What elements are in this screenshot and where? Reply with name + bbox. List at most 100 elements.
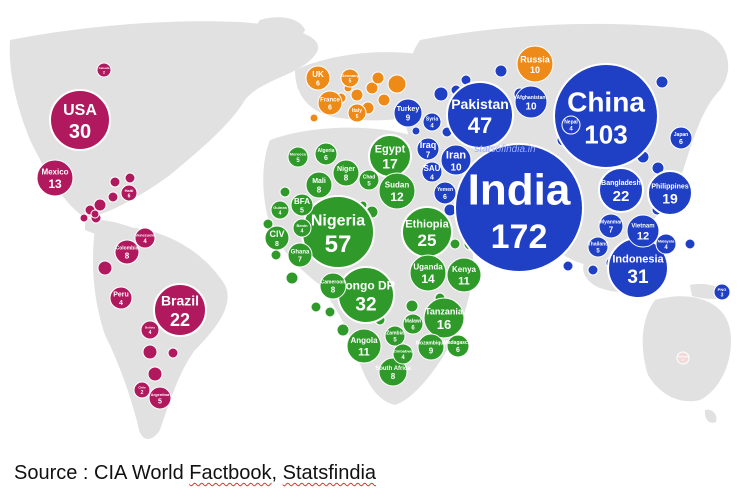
bubble-circle-mexico	[36, 159, 74, 197]
bubble-value-myanmar: 7	[609, 225, 614, 234]
bubble-name-turkey: Turkey	[397, 106, 420, 113]
bubble-value-vietnam: 12	[637, 230, 649, 242]
filler-dot	[350, 88, 364, 102]
bubble-circle-iraq	[416, 137, 440, 161]
bubble-kenya: Kenya 11	[446, 257, 482, 293]
bubble-circle-sau	[421, 161, 443, 183]
filler-dot	[684, 238, 696, 250]
bubble-value-png: 3	[721, 293, 724, 299]
bubble-value-pakistan: 47	[468, 113, 492, 138]
bubble-name-congo-dr: Congo DR	[337, 279, 396, 293]
bubble-value-afghanistan: 10	[525, 101, 537, 112]
bubble-name-russia: Russia	[520, 54, 551, 64]
bubble-circle-bfa	[290, 193, 314, 217]
bubble-value-haiti: 6	[128, 194, 131, 200]
bubble-india: India 172	[454, 143, 584, 273]
bubble-name-syria: Syria	[426, 117, 438, 123]
bubble-name-indonesia: Indonesia	[612, 253, 664, 265]
filler-dot	[310, 301, 322, 313]
bubble-value-sudan: 12	[390, 190, 404, 204]
bubble-circle-guinea	[270, 200, 290, 220]
bubble-name-india: India	[468, 165, 571, 214]
land-shape-0	[9, 21, 319, 218]
watermark-text: statsofindia.in	[474, 144, 536, 155]
bubble-value-japan: 6	[679, 139, 683, 146]
bubble-value-germany: 5	[349, 79, 352, 85]
bubble-name-zimbabwe: Zimbabwe	[393, 348, 413, 353]
bubble-name-madagascar: Madagascar	[444, 340, 473, 346]
bubble-name-morocco: Morocco	[290, 151, 307, 156]
bubble-name-niger: Niger	[337, 166, 355, 173]
bubble-circle-vietnam	[626, 214, 660, 248]
bubble-value-ethiopia: 25	[418, 231, 437, 250]
bubble-value-tanzania: 16	[437, 317, 451, 332]
bubble-iran: Iran 10	[440, 144, 472, 176]
bubble-name-egypt: Egypt	[375, 144, 406, 156]
bubble-value-mexico: 13	[48, 177, 62, 191]
filler-dot	[109, 176, 121, 188]
bubble-name-bolivia: Bolivia	[145, 326, 155, 330]
bubble-name-pakistan: Pakistan	[451, 96, 509, 112]
bubble-circle-yemen	[433, 181, 457, 205]
bubble-name-venezuela: Venezuela	[135, 232, 155, 237]
bubble-name-mozambique: Mozambique	[416, 341, 446, 347]
bubble-value-italy: 5	[356, 114, 359, 120]
bubble-value-peru: 4	[119, 300, 123, 307]
bubble-circle-argentina	[148, 386, 172, 410]
filler-dot	[93, 198, 107, 212]
bubble-value-kenya: 11	[458, 276, 470, 288]
bubble-name-thailand: Thailand	[588, 242, 609, 248]
bubble-name-iran: Iran	[446, 149, 466, 161]
filler-dot	[411, 126, 421, 136]
bubble-value-malawi: 6	[411, 326, 415, 332]
bubble-name-algeria: Algeria	[318, 148, 335, 154]
bubble-value-civ: 8	[275, 241, 279, 248]
bubble-value-mali: 8	[317, 186, 322, 195]
bubble-circle-peru	[109, 286, 133, 310]
bubble-circle-australia	[676, 351, 690, 365]
bubble-ghana: Ghana 7	[287, 242, 313, 268]
bubble-circle-colombia	[114, 239, 140, 265]
bubble-name-yemen: Yemen	[437, 187, 453, 193]
filler-dot	[387, 74, 407, 94]
filler-dot	[336, 323, 350, 337]
bubble-value-algeria: 6	[324, 155, 328, 162]
filler-dot	[377, 93, 391, 107]
filler-dot	[270, 249, 282, 261]
bubble-name-vietnam: Vietnam	[631, 224, 654, 230]
filler-dot	[262, 218, 274, 230]
bubble-malaysia: Malaysia 4	[655, 233, 677, 255]
bubble-circle-turkey	[393, 98, 423, 128]
bubble-name-tanzania: Tanzania	[425, 307, 464, 317]
bubble-name-ghana: Ghana	[291, 249, 310, 255]
bubble-venezuela: Venezuela 4	[134, 227, 156, 249]
bubble-name-uk: UK	[312, 70, 324, 79]
bubble-circle-iran	[440, 144, 472, 176]
bubble-value-malaysia: 4	[664, 245, 668, 251]
bubble-value-venezuela: 4	[143, 239, 147, 245]
filler-dot	[124, 172, 136, 184]
bubble-name-australia: Australia	[677, 354, 690, 358]
bubble-circle-png	[713, 283, 731, 301]
source-caption: Source : CIA World Factbook, Statsfindia	[14, 462, 376, 485]
land-shape-10	[704, 409, 717, 423]
bubble-name-png: PNG	[718, 287, 727, 292]
bubble-circle-brazil	[153, 283, 207, 337]
bubble-circle-malawi	[402, 313, 424, 335]
